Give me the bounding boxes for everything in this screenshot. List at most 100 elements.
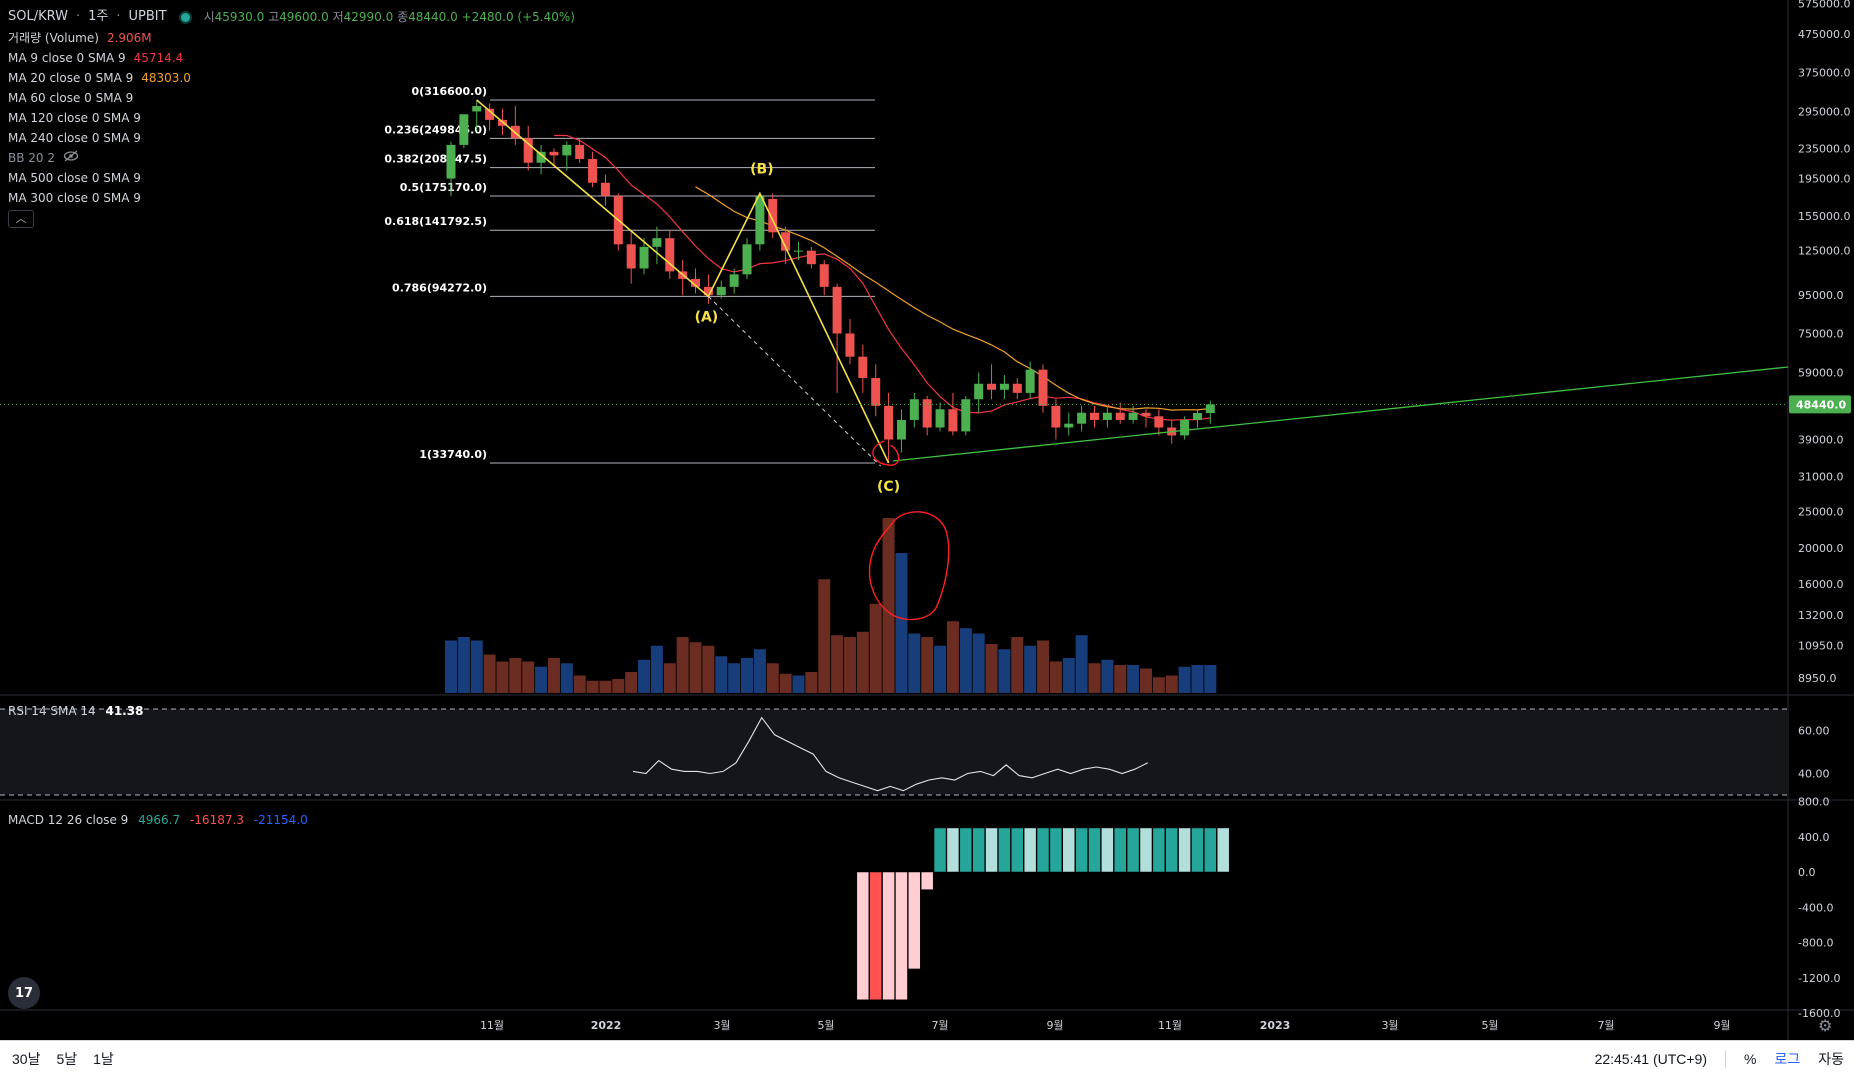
- volume-bar: [831, 635, 844, 693]
- interval[interactable]: 1주: [88, 9, 109, 24]
- candle-body: [485, 108, 495, 120]
- legend-ma20[interactable]: MA 20 close 0 SMA 9 48303.0: [8, 68, 575, 88]
- scale-controls: 22:45:41 (UTC+9) % 로그 자동: [1595, 1049, 1844, 1069]
- macd-axis-tick: -1200.0: [1798, 972, 1840, 985]
- macd-axis-tick: 400.0: [1798, 831, 1830, 844]
- fib-level-label: 1(33740.0): [419, 448, 487, 461]
- close-value: 48440.0: [408, 10, 458, 24]
- bottom-toolbar: 30날 5날 1날 22:45:41 (UTC+9) % 로그 자동: [0, 1040, 1854, 1075]
- candle-body: [562, 144, 572, 156]
- volume-bar: [766, 663, 779, 693]
- legend-ma9[interactable]: MA 9 close 0 SMA 9 45714.4: [8, 48, 575, 68]
- macd-axis-tick: 800.0: [1798, 796, 1830, 809]
- candle-body: [793, 250, 803, 252]
- volume-bar: [792, 675, 805, 693]
- macd-histogram-bar: [1075, 827, 1088, 873]
- low-value: 42990.0: [343, 10, 394, 24]
- ma9-value: 45714.4: [133, 51, 184, 65]
- price-axis-tick: 235000.0: [1798, 142, 1851, 155]
- candle-body: [742, 244, 752, 275]
- range-5d-button[interactable]: 5날: [56, 1051, 78, 1067]
- candle-body: [703, 286, 713, 296]
- volume-bar: [998, 649, 1011, 693]
- auto-scale-button[interactable]: 자동: [1818, 1051, 1844, 1067]
- symbol-row[interactable]: SOL/KRW · 1주 · UPBIT 시45930.0 고49600.0 저…: [8, 6, 575, 28]
- volume-bar: [1191, 665, 1204, 693]
- volume-bar: [1165, 675, 1178, 693]
- macd-histogram-bar: [1191, 827, 1204, 873]
- range-30d-button[interactable]: 30날: [12, 1051, 41, 1067]
- volume-bar: [599, 680, 612, 693]
- trend-line: [892, 366, 1789, 462]
- price-axis-tick: 25000.0: [1798, 506, 1844, 519]
- volume-bar: [921, 637, 934, 693]
- macd-label: MACD 12 26 close 9: [8, 813, 129, 827]
- rsi-label: RSI 14 SMA 14: [8, 704, 96, 718]
- rsi-line: [632, 716, 1149, 792]
- volume-bar: [1178, 666, 1191, 693]
- candle-body: [755, 196, 765, 245]
- legend-ma500[interactable]: MA 500 close 0 SMA 9: [8, 168, 575, 188]
- macd-histogram-bar: [933, 827, 947, 873]
- volume-bar: [715, 656, 728, 693]
- time-axis-tick: 9월: [1046, 1019, 1063, 1032]
- macd-histogram-bar: [1165, 827, 1178, 873]
- high-value: 49600.0: [279, 10, 329, 24]
- chart-canvas[interactable]: 575000.0 475000.0 375000.0 295000.0 235000.0…: [0, 0, 1854, 1040]
- clock-readout[interactable]: 22:45:41 (UTC+9): [1594, 1051, 1708, 1067]
- abc-wave-line: [476, 99, 890, 464]
- ma20-label: MA 20 close 0 SMA 9: [8, 71, 134, 85]
- macd-histogram-bar: [1204, 827, 1217, 873]
- legend-volume[interactable]: 거래량 (Volume) 2.906M: [8, 28, 575, 48]
- annotation-circle-low: [872, 440, 900, 466]
- volume-bar: [535, 666, 548, 693]
- volume-label: 거래량 (Volume): [8, 31, 99, 45]
- volume-bar: [843, 637, 856, 693]
- candle-body: [871, 377, 881, 406]
- volume-bar: [522, 661, 535, 693]
- volume-bar: [895, 553, 908, 693]
- collapse-legend-button[interactable]: ︿: [8, 210, 34, 228]
- gear-icon[interactable]: ⚙: [1818, 1016, 1833, 1035]
- current-price-label: 48440.0: [1796, 398, 1846, 411]
- volume-bar: [1088, 663, 1101, 693]
- candle-body: [884, 405, 894, 440]
- rsi-value: 41.38: [105, 704, 144, 718]
- rsi-legend[interactable]: RSI 14 SMA 14 41.38: [8, 704, 143, 718]
- candle-body: [974, 383, 984, 400]
- eye-off-icon[interactable]: [63, 148, 79, 168]
- ma9-line: [554, 134, 1211, 421]
- macd-legend[interactable]: MACD 12 26 close 9 4966.7 -16187.3 -2115…: [8, 813, 308, 827]
- percent-scale-button[interactable]: %: [1744, 1051, 1757, 1067]
- price-axis-tick: 59000.0: [1798, 366, 1844, 379]
- ma300-label: MA 300 close 0 SMA 9: [8, 191, 141, 205]
- candle-body: [1205, 404, 1215, 413]
- range-buttons: 30날 5날 1날: [12, 1049, 114, 1069]
- legend-ma120[interactable]: MA 120 close 0 SMA 9: [8, 108, 575, 128]
- candle-body: [1115, 412, 1125, 420]
- candle-body: [549, 151, 559, 156]
- candle-body: [523, 138, 533, 163]
- symbol-name[interactable]: SOL/KRW: [8, 9, 68, 24]
- volume-bar: [483, 654, 496, 693]
- volume-bar: [818, 579, 831, 693]
- legend-ma300[interactable]: MA 300 close 0 SMA 9: [8, 188, 575, 208]
- candle-body: [858, 356, 868, 378]
- price-axis-tick: 16000.0: [1798, 578, 1844, 591]
- candle-body: [1025, 369, 1035, 393]
- legend-bb[interactable]: BB 20 2: [8, 148, 575, 168]
- tradingview-logo-icon[interactable]: 17: [8, 977, 40, 1009]
- price-axis-tick: 125000.0: [1798, 245, 1851, 258]
- log-scale-button[interactable]: 로그: [1774, 1051, 1801, 1067]
- macd-histogram-bar: [882, 871, 895, 1001]
- volume-bar: [676, 637, 689, 693]
- rsi-band: [0, 709, 1788, 795]
- bb-label: BB 20 2: [8, 151, 55, 165]
- price-axis-tick: 475000.0: [1798, 28, 1851, 41]
- legend-ma60[interactable]: MA 60 close 0 SMA 9: [8, 88, 575, 108]
- time-axis-tick: 9월: [1713, 1019, 1730, 1032]
- current-price-tag: [1789, 395, 1851, 414]
- range-1d-button[interactable]: 1날: [93, 1051, 114, 1067]
- legend-ma240[interactable]: MA 240 close 0 SMA 9: [8, 128, 575, 148]
- candle-body: [472, 106, 482, 112]
